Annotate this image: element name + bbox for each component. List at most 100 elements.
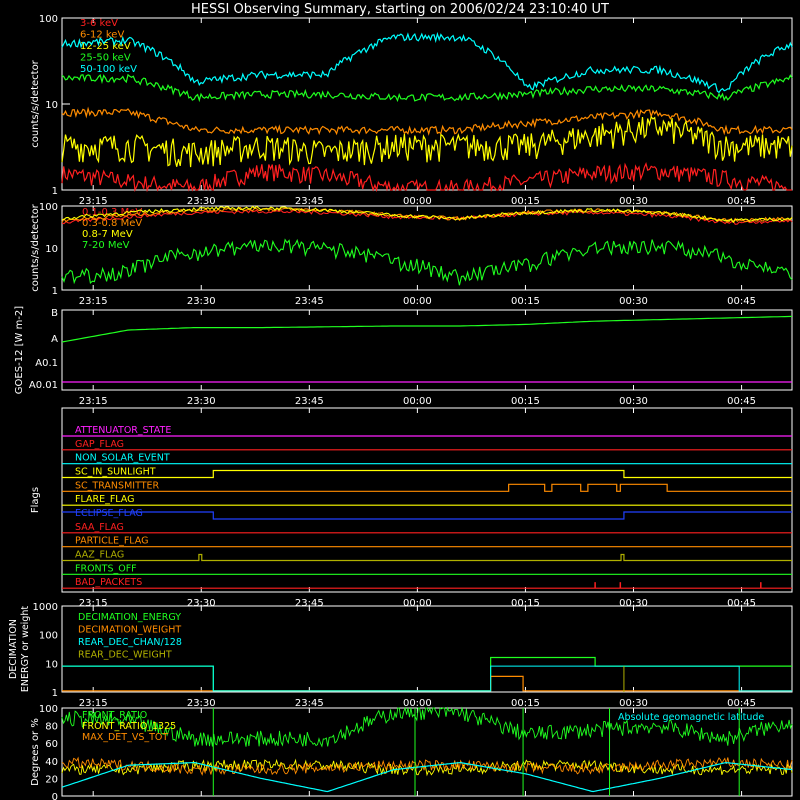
x-tick-label: 00:15	[511, 598, 540, 609]
x-tick-label: 00:00	[403, 396, 432, 407]
x-tick-label: 23:15	[79, 396, 108, 407]
x-tick-label: 00:30	[619, 396, 648, 407]
x-tick-label: 00:00	[403, 196, 432, 207]
y-axis-label: DECIMATION	[8, 619, 19, 679]
flag-label: AAZ_FLAG	[75, 550, 124, 561]
legend-entry: FRONT_RATIO	[82, 710, 147, 721]
x-tick-label: 00:30	[619, 196, 648, 207]
legend-entry: FRONT_RATIO_1325	[82, 721, 176, 732]
y-tick-label: 10	[45, 244, 58, 255]
legend-entry: 25-50 keV	[80, 53, 131, 64]
y-tick-label: 100	[39, 631, 58, 642]
x-tick-label: 00:45	[727, 698, 756, 709]
x-tick-label: 23:45	[295, 296, 324, 307]
series-line-2	[62, 205, 793, 224]
legend-entry: 0.1-0.3 MeV	[82, 207, 142, 218]
x-tick-label: 00:00	[403, 296, 432, 307]
legend-entry: REAR_DEC_WEIGHT	[78, 650, 172, 661]
series-line-3	[61, 73, 793, 103]
flag-label: GAP_FLAG	[75, 439, 124, 450]
x-tick-label: 23:15	[79, 196, 108, 207]
series-line-1	[61, 106, 793, 136]
x-tick-label: 00:30	[619, 598, 648, 609]
x-tick-label: 23:45	[295, 698, 324, 709]
flag-label: SAA_FLAG	[75, 522, 124, 533]
count-rate-panel: counts/s/detector 1 10 100 23:15 23:30 23:45 00…	[30, 14, 793, 207]
series-line-2	[61, 115, 793, 168]
y-tick-label: 100	[39, 704, 58, 715]
flag-line	[62, 469, 792, 479]
x-tick-label: 23:30	[187, 196, 216, 207]
y-tick-label: A	[51, 334, 58, 345]
flag-label: FRONTS_OFF	[75, 563, 137, 574]
legend-entry: MAX_DET_VS_TOT	[82, 732, 168, 743]
y-tick-label: 80	[45, 722, 58, 733]
legend-entry: REAR_DEC_CHAN/128	[78, 637, 182, 648]
plot-frame	[61, 205, 793, 291]
x-tick-label: 00:00	[403, 698, 432, 709]
series-line-2	[61, 756, 793, 776]
flag-line	[62, 511, 792, 520]
flag-label: FLARE_FLAG	[75, 494, 135, 505]
y-tick-label: 1	[52, 286, 58, 297]
y-tick-label: 60	[45, 739, 58, 750]
y-axis-label: GOES-12 [W m-2]	[14, 306, 25, 394]
x-tick-label: 23:45	[295, 396, 324, 407]
x-tick-label: 23:30	[187, 396, 216, 407]
series-line-4	[61, 31, 793, 94]
annotation-label: Absolute geomagnetic latitude	[618, 712, 764, 723]
figure-title: HESSI Observing Summary, starting on 200…	[191, 2, 609, 17]
legend-entry: DECIMATION_ENERGY	[78, 612, 181, 623]
ratio-panel: Degrees or % 0 20 40 60 80 100 FRONT_RATIOFRONT…	[30, 704, 793, 800]
series-line-3	[61, 238, 793, 286]
y-tick-label: 1	[52, 186, 58, 197]
flag-label: BAD_PACKETS	[75, 577, 142, 588]
flag-label: ECLIPSE_FLAG	[75, 508, 143, 519]
flag-label: SC_IN_SUNLIGHT	[75, 467, 156, 478]
y-tick-label: 10	[45, 100, 58, 111]
y-axis-label: counts/s/detector	[30, 59, 41, 147]
y-tick-label: 10	[45, 659, 58, 670]
x-tick-label: 23:45	[295, 196, 324, 207]
x-tick-label: 23:30	[187, 296, 216, 307]
y-axis-label: counts/s/detector	[30, 203, 41, 291]
x-tick-label: 23:45	[295, 598, 324, 609]
x-tick-label: 00:30	[619, 698, 648, 709]
y-tick-label: 0	[52, 792, 58, 800]
goes-panel: GOES-12 [W m-2] A0.01 A0.1 A B 23:15 23:30 23:4…	[14, 306, 793, 407]
y-tick-label: A0.1	[35, 358, 58, 369]
plot-frame	[61, 407, 793, 593]
x-tick-label: 00:30	[619, 296, 648, 307]
y-tick-label: B	[51, 308, 58, 319]
flag-line	[62, 553, 792, 562]
series-line-2	[62, 665, 792, 692]
x-tick-label: 00:15	[511, 396, 540, 407]
flag-label: SC_TRANSMITTER	[75, 480, 160, 491]
plot-frame	[61, 309, 793, 391]
series-line-1	[61, 207, 793, 224]
legend-entry: DECIMATION_WEIGHT	[78, 625, 181, 636]
x-tick-label: 23:15	[79, 296, 108, 307]
x-tick-label: 00:45	[727, 598, 756, 609]
x-tick-label: 23:30	[187, 698, 216, 709]
series-line-0	[61, 315, 793, 343]
x-tick-label: 00:00	[403, 598, 432, 609]
series-line-0	[61, 162, 792, 193]
flag-label: ATTENUATOR_STATE	[75, 425, 171, 436]
series-line-0	[61, 706, 793, 748]
legend-entry: 0.3-0.8 MeV	[82, 218, 142, 229]
y-axis-label: Flags	[30, 487, 41, 513]
high-energy-panel: counts/s/detector 1 10 100 23:15 23:30 23:45 00…	[30, 202, 793, 307]
x-tick-label: 00:15	[511, 698, 540, 709]
y-tick-label: 1	[52, 688, 58, 699]
y-axis-label: ENERGY or weight	[20, 606, 31, 692]
x-tick-label: 00:15	[511, 196, 540, 207]
y-tick-label: 1000	[33, 602, 58, 613]
x-tick-label: 23:30	[187, 598, 216, 609]
series-line-3	[61, 761, 793, 793]
y-tick-label: 40	[45, 757, 58, 768]
flag-label: PARTICLE_FLAG	[75, 536, 148, 547]
x-tick-label: 23:15	[79, 698, 108, 709]
legend-entry: 3-6 keV	[80, 18, 118, 29]
